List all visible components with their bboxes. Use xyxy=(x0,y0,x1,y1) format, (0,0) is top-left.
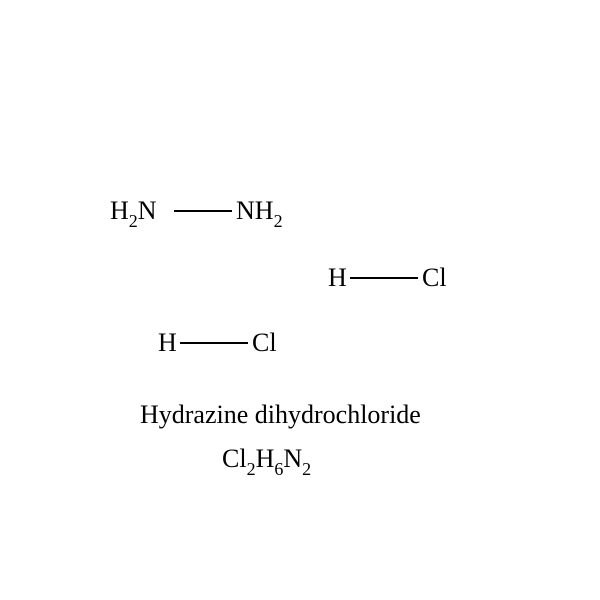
atom-cl-2: Cl xyxy=(252,328,277,358)
atom-label: H xyxy=(110,196,129,225)
bond-nn xyxy=(174,210,232,212)
compound-name: Hydrazine dihydrochloride xyxy=(140,400,421,430)
bond-hcl-2 xyxy=(180,342,248,344)
atom-label: N xyxy=(236,196,255,225)
atom-h-1: H xyxy=(328,263,347,293)
compound-formula: Cl2H6N2 xyxy=(222,444,311,478)
atom-label: H xyxy=(328,263,347,292)
atom-label: Cl xyxy=(422,263,447,292)
formula-subscript: 2 xyxy=(302,459,311,479)
atom-label: H xyxy=(158,328,177,357)
formula-part: N xyxy=(283,444,302,473)
formula-part: Cl xyxy=(222,444,247,473)
formula-part: H xyxy=(256,444,275,473)
atom-label: N xyxy=(138,196,157,225)
formula-subscript: 2 xyxy=(247,459,256,479)
atom-label: Cl xyxy=(252,328,277,357)
atom-label: H xyxy=(255,196,274,225)
atom-nh2: NH2 xyxy=(236,196,283,230)
atom-subscript: 2 xyxy=(274,211,283,231)
atom-h2n: H2N xyxy=(110,196,157,230)
atom-h-2: H xyxy=(158,328,177,358)
formula-subscript: 6 xyxy=(274,459,283,479)
atom-subscript: 2 xyxy=(129,211,138,231)
bond-hcl-1 xyxy=(350,277,418,279)
atom-cl-1: Cl xyxy=(422,263,447,293)
chemical-diagram: H2N NH2 H Cl H Cl Hydrazine dihydrochlor… xyxy=(0,0,600,600)
